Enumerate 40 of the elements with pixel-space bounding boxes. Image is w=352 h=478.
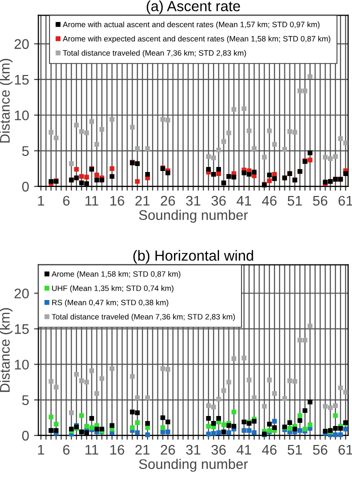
x-tick-label: 16 bbox=[110, 444, 124, 455]
x-tick-label: 46 bbox=[262, 196, 277, 206]
x-tick-label: 16 bbox=[110, 196, 124, 206]
x-tick-label: 1 bbox=[38, 444, 44, 455]
x-tick-label: 26 bbox=[160, 444, 175, 455]
y-tick-label: 10 bbox=[14, 110, 29, 120]
y-tick-label: 5 bbox=[22, 146, 29, 156]
x-tick-label: 26 bbox=[160, 196, 175, 206]
x-tick-label: 36 bbox=[211, 444, 226, 455]
x-tick-label: 21 bbox=[135, 444, 150, 455]
x-tick-label: 41 bbox=[236, 444, 252, 455]
x-tick-label: 11 bbox=[86, 444, 98, 455]
x-tick-label: 41 bbox=[236, 196, 252, 206]
x-tick-label: 46 bbox=[262, 444, 277, 455]
y-tick-label: 0 bbox=[22, 182, 29, 192]
y-axis-title: Distance (km) bbox=[0, 308, 12, 392]
x-tick-label: 51 bbox=[288, 196, 302, 206]
x-tick-label: 31 bbox=[186, 196, 200, 206]
chart-title: (b) Horizontal wind bbox=[133, 250, 254, 264]
x-tick-label: 31 bbox=[186, 444, 200, 455]
x-tick-label: 1 bbox=[38, 196, 44, 206]
x-axis-title: Sounding number bbox=[139, 210, 248, 223]
x-tick-label: 56 bbox=[313, 444, 328, 455]
y-tick-label: 15 bbox=[14, 324, 29, 334]
x-tick-label: 36 bbox=[211, 196, 226, 206]
chart-title: (a) Ascent rate bbox=[146, 0, 240, 14]
y-axis-title: Distance (km) bbox=[0, 58, 12, 143]
y-tick-label: 10 bbox=[14, 360, 29, 370]
y-tick-label: 20 bbox=[14, 39, 29, 49]
y-tick-label: 0 bbox=[22, 430, 29, 441]
x-axis-title: Sounding number bbox=[139, 458, 248, 472]
y-tick-label: 5 bbox=[22, 395, 29, 406]
y-tick-label: 15 bbox=[14, 74, 29, 85]
x-tick-label: 6 bbox=[63, 196, 70, 206]
x-tick-label: 11 bbox=[86, 196, 98, 206]
y-tick-label: 20 bbox=[14, 288, 29, 298]
x-tick-label: 56 bbox=[313, 196, 328, 206]
x-tick-label: 51 bbox=[288, 444, 302, 455]
x-tick-label: 6 bbox=[63, 444, 70, 455]
x-tick-label: 21 bbox=[135, 196, 150, 206]
